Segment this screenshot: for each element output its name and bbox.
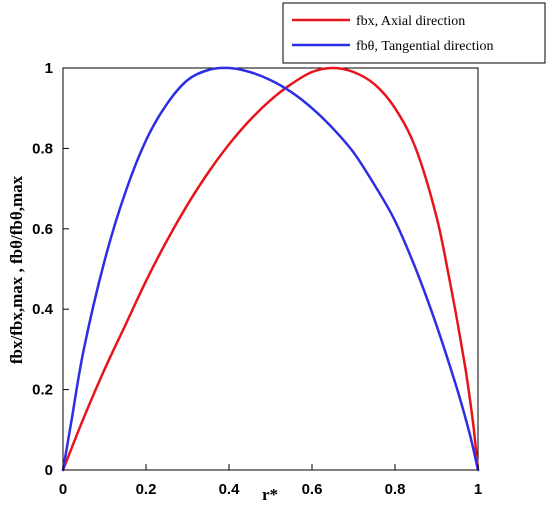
x-tick-label: 0 (59, 481, 67, 498)
legend: fbx, Axial direction fbθ, Tangential dir… (282, 2, 546, 64)
x-axis-title: r* (262, 485, 278, 504)
plot-frame (62, 67, 479, 471)
legend-label-axial: fbx, Axial direction (356, 14, 465, 29)
series-line-axial (61, 66, 480, 472)
y-tick-label: 0.2 (32, 382, 53, 399)
x-tick-label: 0.6 (302, 481, 323, 498)
y-tick-label: 0.6 (32, 221, 53, 238)
x-axis: 0 0.2 0.4 0.6 0.8 1 (59, 464, 482, 498)
x-tick-label: 1 (474, 481, 482, 498)
y-axis: 0 0.2 0.4 0.6 0.8 1 (32, 60, 69, 479)
legend-box (282, 2, 546, 64)
series-layer (61, 66, 480, 472)
y-tick-label: 0.8 (32, 140, 53, 157)
y-axis-title: fbx/fbx,max , fbθ/fbθ,max (7, 175, 26, 364)
y-tick-label: 0.4 (32, 301, 54, 318)
plot-area (61, 66, 480, 472)
series-line-tangential (61, 66, 480, 472)
x-tick-label: 0.2 (136, 481, 157, 498)
x-tick-label: 0.8 (385, 481, 406, 498)
y-tick-label: 1 (45, 60, 53, 77)
x-tick-label: 0.4 (219, 481, 241, 498)
legend-label-tangential: fbθ, Tangential direction (356, 39, 494, 54)
y-tick-label: 0 (45, 462, 53, 479)
